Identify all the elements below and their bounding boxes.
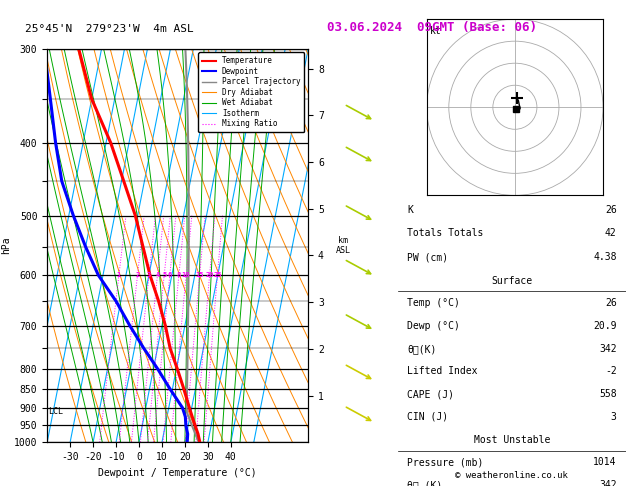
Text: Surface: Surface [491, 276, 532, 286]
Y-axis label: hPa: hPa [1, 237, 11, 254]
Text: CAPE (J): CAPE (J) [407, 389, 454, 399]
Text: Totals Totals: Totals Totals [407, 228, 483, 239]
Text: 25°45'N  279°23'W  4m ASL: 25°45'N 279°23'W 4m ASL [25, 24, 194, 34]
Text: 26: 26 [605, 298, 616, 308]
Text: 20: 20 [205, 272, 214, 278]
Text: 1: 1 [117, 272, 121, 278]
Text: 6: 6 [168, 272, 172, 278]
Text: kt: kt [430, 26, 442, 36]
Text: 342: 342 [599, 344, 616, 354]
Text: © weatheronline.co.uk: © weatheronline.co.uk [455, 471, 568, 480]
Y-axis label: km
ASL: km ASL [336, 236, 351, 255]
Text: 4.38: 4.38 [593, 252, 616, 262]
Text: 342: 342 [599, 480, 616, 486]
Text: 4: 4 [155, 272, 160, 278]
Text: 3: 3 [147, 272, 151, 278]
Text: θᴇ (K): θᴇ (K) [407, 480, 442, 486]
Text: 5: 5 [162, 272, 166, 278]
Text: 558: 558 [599, 389, 616, 399]
Text: 20.9: 20.9 [593, 321, 616, 331]
Text: K: K [407, 205, 413, 215]
Text: 42: 42 [605, 228, 616, 239]
Text: 8: 8 [177, 272, 181, 278]
Text: 15: 15 [196, 272, 204, 278]
Text: 26: 26 [605, 205, 616, 215]
Text: 10: 10 [182, 272, 191, 278]
Text: 2: 2 [135, 272, 140, 278]
Text: 25: 25 [213, 272, 221, 278]
Text: CIN (J): CIN (J) [407, 412, 448, 422]
Text: Most Unstable: Most Unstable [474, 434, 550, 445]
Text: Temp (°C): Temp (°C) [407, 298, 460, 308]
Text: LCL: LCL [48, 407, 63, 416]
Text: Dewp (°C): Dewp (°C) [407, 321, 460, 331]
Text: θᴇ(K): θᴇ(K) [407, 344, 437, 354]
Legend: Temperature, Dewpoint, Parcel Trajectory, Dry Adiabat, Wet Adiabat, Isotherm, Mi: Temperature, Dewpoint, Parcel Trajectory… [198, 52, 304, 132]
Text: Lifted Index: Lifted Index [407, 366, 477, 377]
X-axis label: Dewpoint / Temperature (°C): Dewpoint / Temperature (°C) [98, 468, 257, 478]
Text: -2: -2 [605, 366, 616, 377]
Text: 1014: 1014 [593, 457, 616, 468]
Text: 3: 3 [611, 412, 616, 422]
Text: PW (cm): PW (cm) [407, 252, 448, 262]
Text: 03.06.2024  09GMT (Base: 06): 03.06.2024 09GMT (Base: 06) [327, 21, 537, 34]
Text: Pressure (mb): Pressure (mb) [407, 457, 483, 468]
